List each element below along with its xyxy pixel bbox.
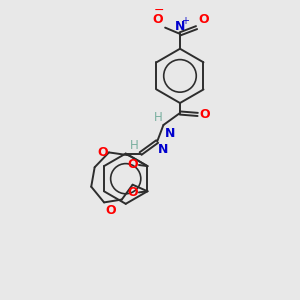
Text: N: N	[175, 20, 185, 33]
Text: O: O	[97, 146, 108, 159]
Text: O: O	[153, 14, 164, 26]
Text: H: H	[130, 140, 139, 152]
Text: N: N	[158, 143, 168, 156]
Text: O: O	[200, 108, 210, 121]
Text: H: H	[154, 111, 162, 124]
Text: +: +	[181, 16, 189, 26]
Text: N: N	[165, 127, 175, 140]
Text: −: −	[154, 4, 164, 17]
Text: O: O	[127, 158, 138, 172]
Text: O: O	[105, 204, 116, 217]
Text: O: O	[198, 14, 209, 26]
Text: O: O	[127, 186, 138, 199]
